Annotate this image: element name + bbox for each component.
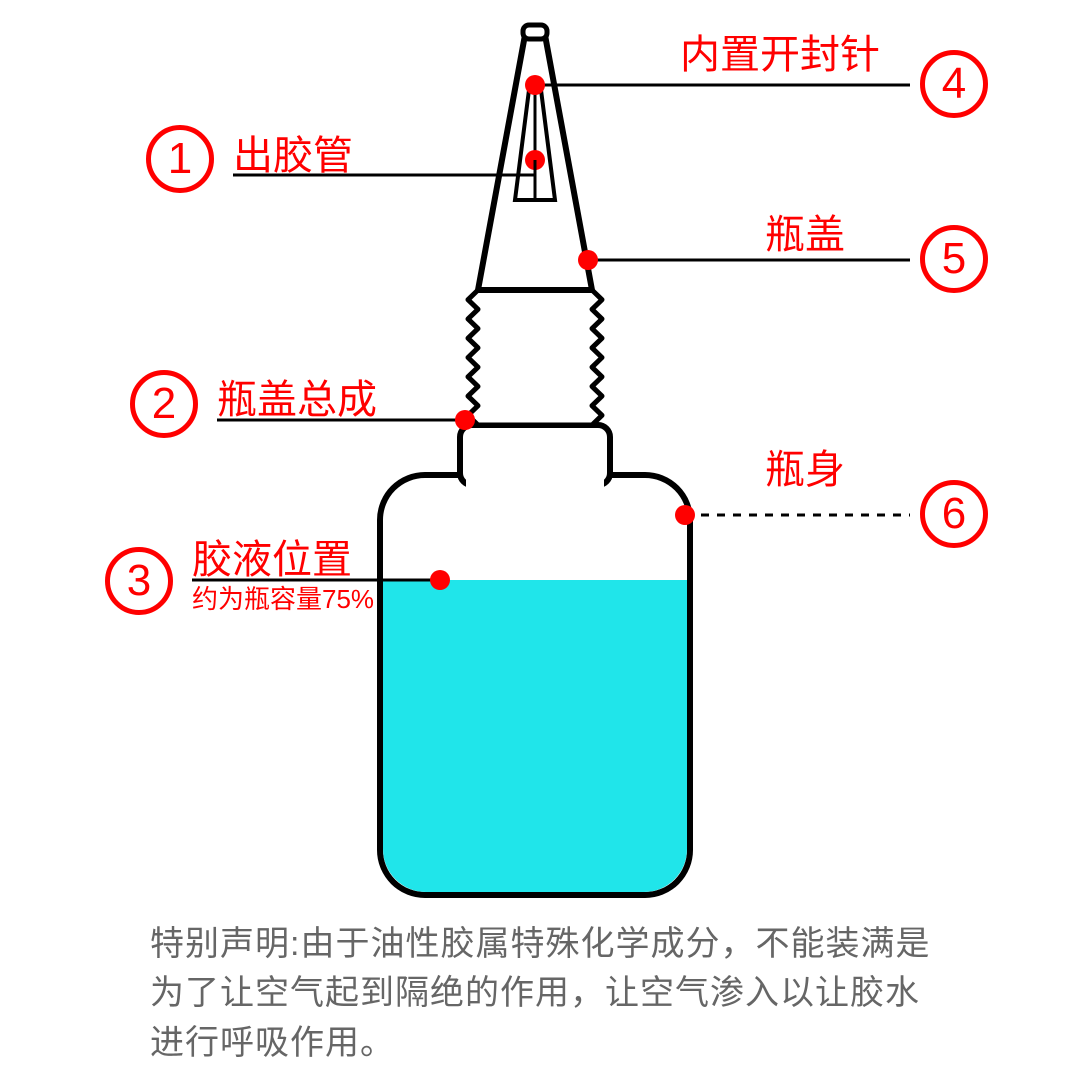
callout-label-6: 瓶身 <box>765 450 845 490</box>
leader-dot-6 <box>675 505 695 525</box>
callout-number-2: 2 <box>130 370 198 438</box>
liquid-fill <box>380 580 690 895</box>
leader-dot-3 <box>430 570 450 590</box>
callout-label-4: 内置开封针 <box>680 35 880 75</box>
callout-number-3: 3 <box>105 547 173 615</box>
callout-label-3: 胶液位置 <box>192 540 352 580</box>
leader-dot-5 <box>578 250 598 270</box>
callout-label-1: 出胶管 <box>233 136 353 176</box>
callout-number-1: 1 <box>146 125 214 193</box>
neck-collar <box>460 425 610 485</box>
callout-number-4: 4 <box>920 50 988 118</box>
leader-dot-4 <box>525 75 545 95</box>
disclaimer-text: 特别声明:由于油性胶属特殊化学成分，不能装满是为了让空气起到隔绝的作用，让空气渗… <box>150 920 940 1068</box>
callout-label-2: 瓶盖总成 <box>217 380 377 420</box>
callout-sublabel-3: 约为瓶容量75% <box>192 586 374 612</box>
callout-number-6: 6 <box>920 480 988 548</box>
callout-number-5: 5 <box>920 225 988 293</box>
thread-block <box>468 290 602 425</box>
diagram-stage: 特别声明:由于油性胶属特殊化学成分，不能装满是为了让空气起到隔绝的作用，让空气渗… <box>0 0 1080 1080</box>
leader-dot-2 <box>455 410 475 430</box>
callout-label-5: 瓶盖 <box>765 215 845 255</box>
